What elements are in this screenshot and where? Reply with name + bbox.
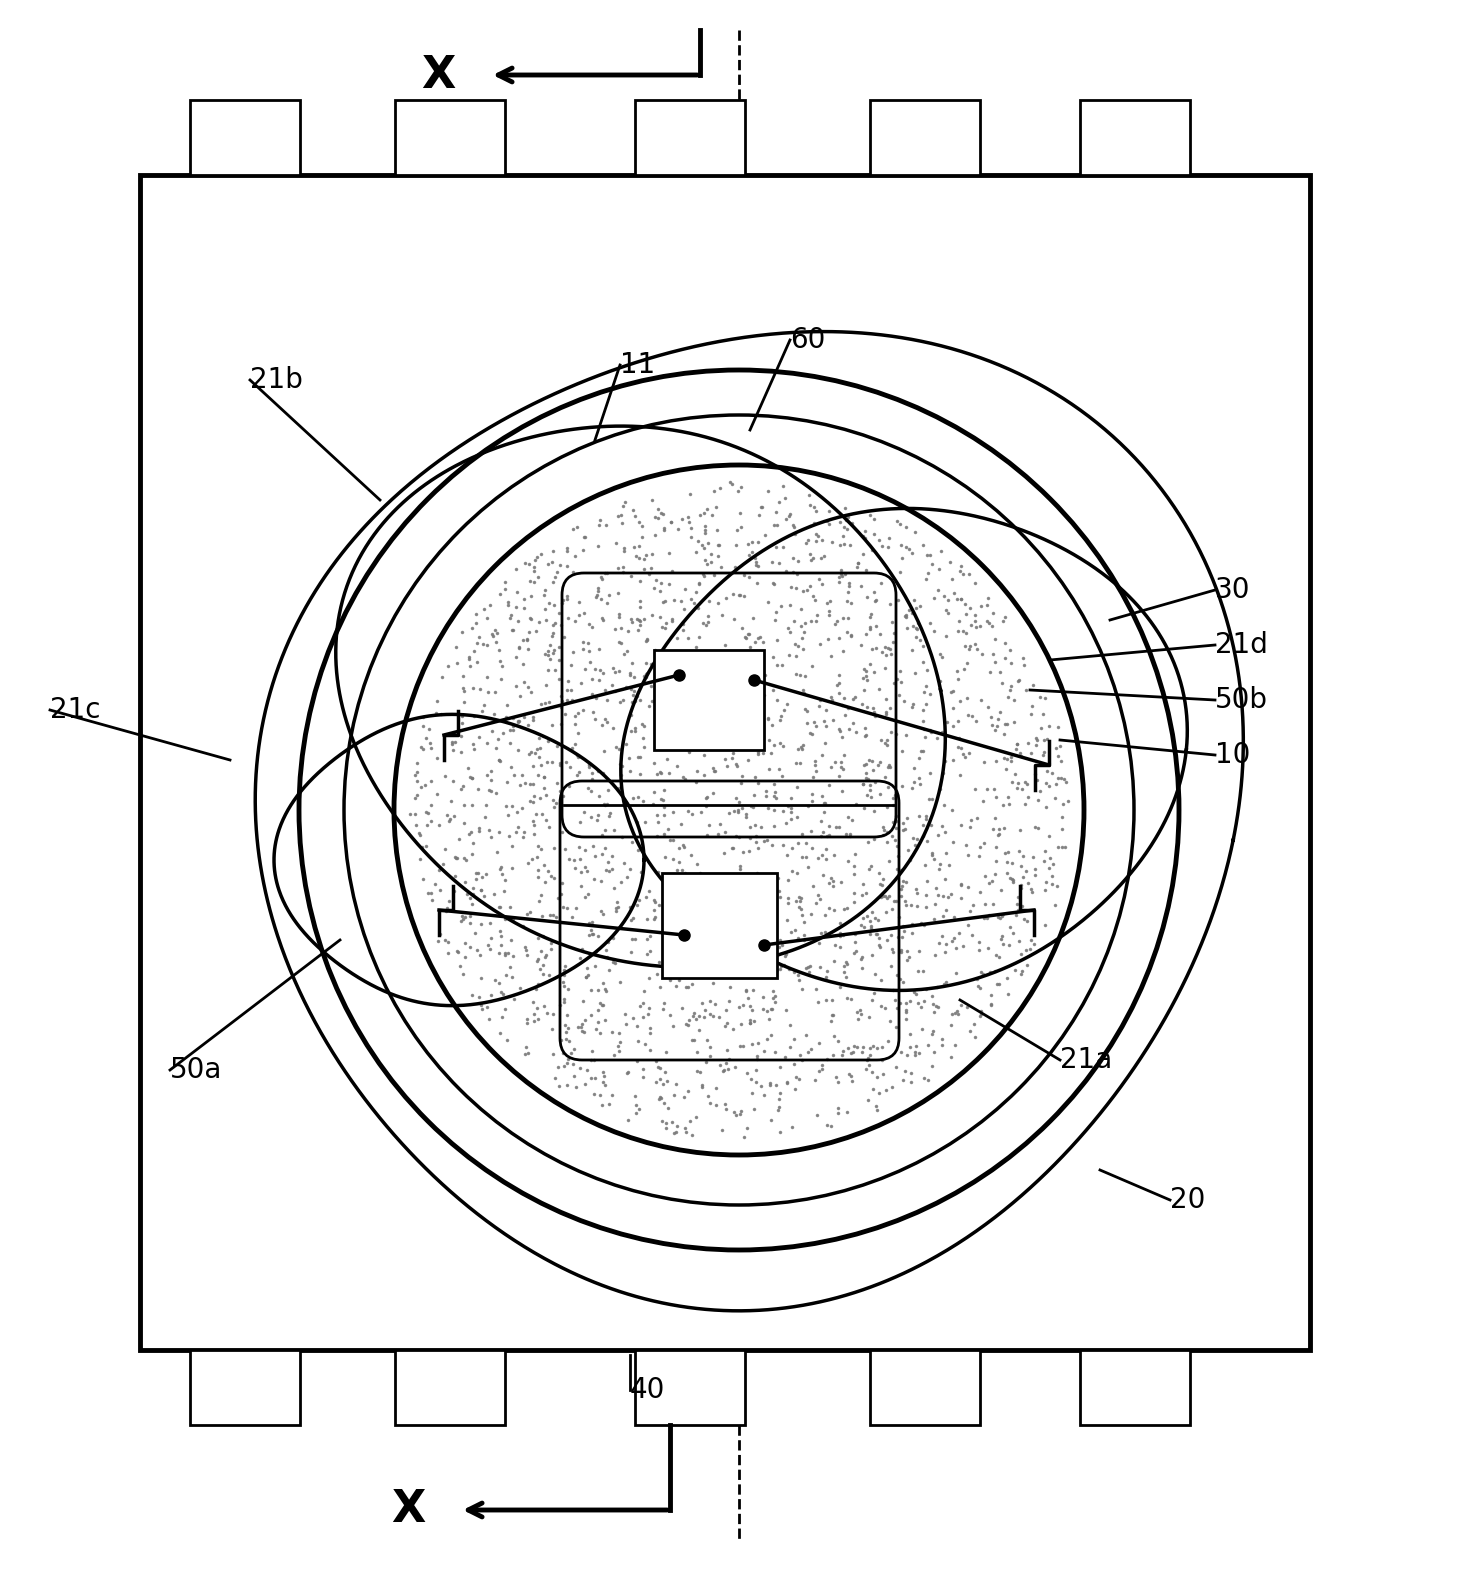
Text: 40: 40	[630, 1375, 665, 1404]
Bar	[395, 100, 505, 175]
Bar	[871, 100, 980, 175]
Bar	[191, 100, 300, 175]
Circle shape	[395, 465, 1083, 1154]
Text: 50b: 50b	[1215, 686, 1268, 715]
Text: 21d: 21d	[1215, 630, 1268, 659]
Bar	[653, 649, 764, 750]
Text: 21b: 21b	[250, 365, 303, 394]
Bar	[1080, 1350, 1190, 1424]
Circle shape	[344, 414, 1134, 1205]
Text: 30: 30	[1215, 576, 1250, 603]
Bar	[191, 1350, 300, 1424]
Text: 21a: 21a	[1060, 1046, 1113, 1073]
Bar	[662, 873, 777, 978]
Text: 50a: 50a	[170, 1056, 222, 1085]
Bar	[1080, 100, 1190, 175]
Text: X: X	[390, 1488, 426, 1531]
Bar	[636, 100, 745, 175]
Bar	[140, 175, 1310, 1350]
Bar	[636, 1350, 745, 1424]
Text: 20: 20	[1171, 1186, 1206, 1213]
Circle shape	[299, 370, 1179, 1250]
Bar	[395, 1350, 505, 1424]
Text: X: X	[421, 54, 455, 97]
Text: 60: 60	[791, 326, 825, 354]
Text: 21c: 21c	[50, 696, 101, 724]
Bar	[871, 1350, 980, 1424]
Text: 10: 10	[1215, 742, 1250, 769]
Text: 11: 11	[619, 351, 655, 380]
